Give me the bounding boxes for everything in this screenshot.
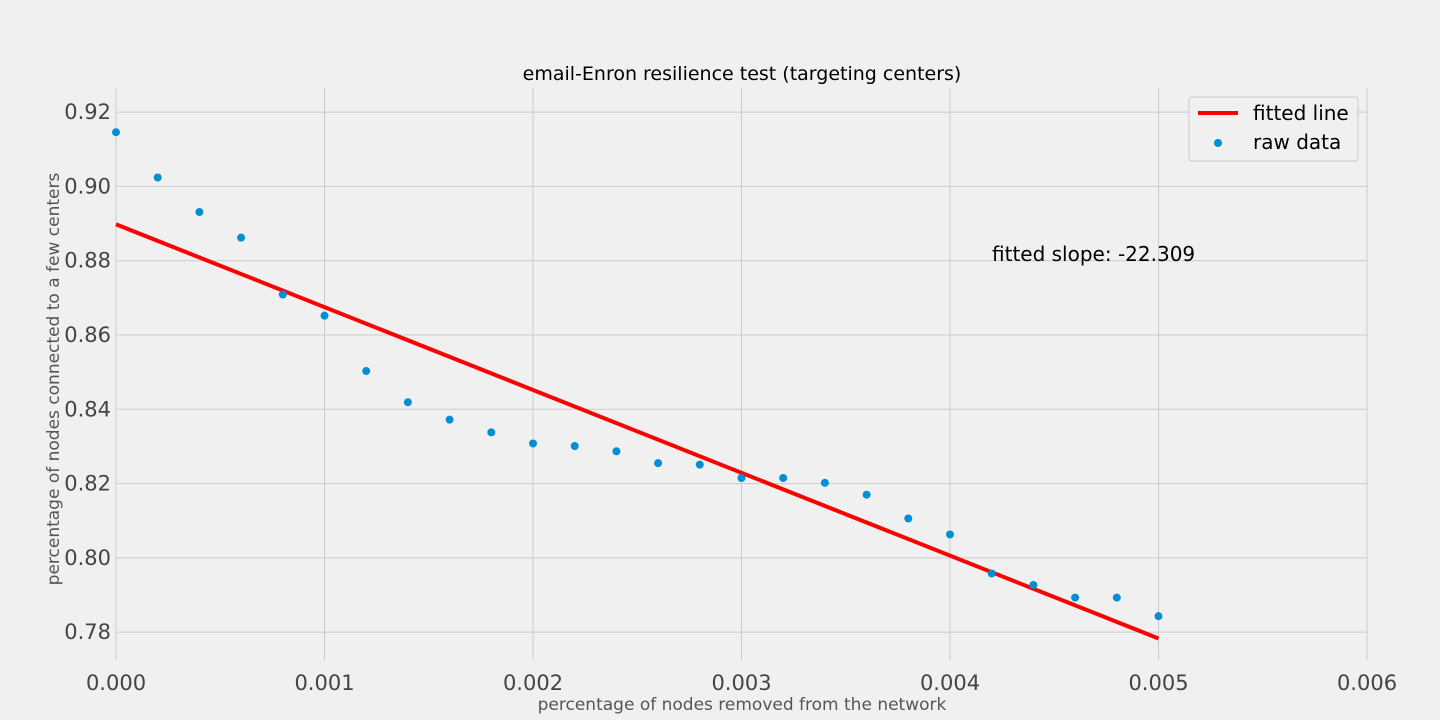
raw-data-point (570, 442, 579, 451)
y-axis-label: percentage of nodes connected to a few c… (44, 173, 64, 586)
raw-data-point (862, 490, 871, 499)
fitted-line-layer (115, 222, 1160, 641)
raw-data-point (278, 290, 287, 299)
raw-data-point (904, 514, 913, 523)
raw-data-point (403, 398, 412, 407)
y-tick-label: 0.92 (64, 100, 111, 124)
raw-data-point (1029, 580, 1038, 589)
fitted-line (115, 222, 1160, 641)
raw-data-point (362, 367, 371, 376)
raw-data-point (1154, 612, 1163, 621)
x-tick-label: 0.002 (503, 671, 563, 695)
raw-data-point (153, 173, 162, 182)
raw-data-point (987, 569, 996, 578)
x-tick-label: 0.006 (1337, 671, 1397, 695)
grid (115, 88, 1368, 660)
x-tick-label: 0.000 (86, 671, 146, 695)
raw-data-point (112, 128, 120, 137)
x-tick-label: 0.005 (1128, 671, 1188, 695)
x-tick-label: 0.001 (294, 671, 354, 695)
chart-title: email-Enron resilience test (targeting c… (523, 63, 962, 85)
x-axis-label: percentage of nodes removed from the net… (538, 695, 947, 715)
y-tick-label: 0.82 (64, 472, 111, 496)
raw-data-point (737, 474, 746, 482)
legend-raw-data-label: raw data (1253, 130, 1341, 154)
raw-data-point (320, 311, 329, 320)
raw-data-point (445, 415, 454, 424)
y-tick-label: 0.78 (64, 620, 111, 644)
y-tick-label: 0.86 (64, 323, 111, 347)
raw-data-point (487, 428, 496, 437)
y-tick-label: 0.90 (64, 174, 111, 198)
tick-labels: 0.000 0.001 0.002 0.003 0.004 0.005 0.006 0.78 0… (64, 100, 1397, 695)
raw-data-point (1112, 593, 1121, 602)
raw-data-point (654, 459, 663, 468)
raw-data-point (820, 478, 829, 487)
raw-data-point (529, 439, 537, 448)
legend-raw-data-swatch (1214, 139, 1222, 147)
raw-data-point (612, 447, 621, 456)
raw-data-point (1071, 593, 1080, 602)
raw-data-point (695, 460, 704, 469)
y-tick-label: 0.84 (64, 397, 111, 421)
raw-data-point (946, 530, 954, 539)
y-tick-label: 0.80 (64, 546, 111, 570)
fitted-slope-annotation: fitted slope: -22.309 (992, 242, 1195, 266)
raw-data-point (779, 474, 788, 482)
raw-data-point (195, 208, 204, 217)
legend-fitted-line-label: fitted line (1253, 101, 1349, 125)
x-tick-label: 0.003 (711, 671, 771, 695)
legend: fitted line raw data (1188, 96, 1359, 162)
raw-data-points (112, 128, 1163, 621)
x-tick-label: 0.004 (920, 671, 980, 695)
raw-data-point (237, 233, 246, 242)
y-tick-label: 0.88 (64, 249, 111, 273)
